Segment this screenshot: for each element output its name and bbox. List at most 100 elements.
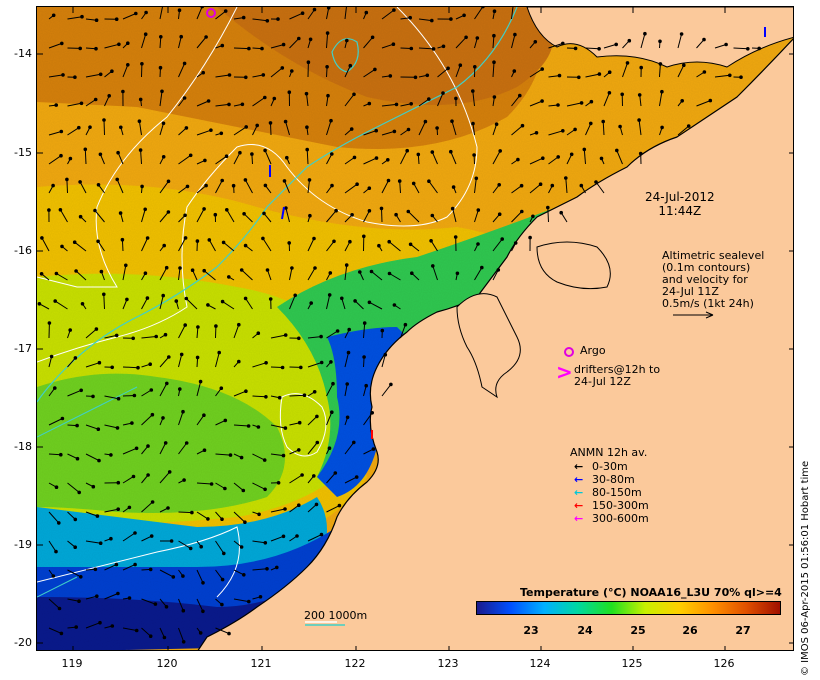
altimetry-legend: Altimetric sealevel (0.1m contours) and … — [662, 250, 764, 310]
x-tick-label: 126 — [713, 657, 735, 670]
velocity-arrow — [566, 102, 582, 107]
velocity-arrowhead — [54, 549, 58, 554]
velocity-arrow — [326, 210, 337, 223]
velocity-arrowhead — [330, 183, 334, 188]
velocity-arrow — [159, 267, 168, 281]
velocity-arrowhead — [136, 365, 140, 370]
velocity-arrow — [85, 362, 100, 368]
velocity-arrowhead — [98, 72, 103, 77]
velocity-arrowhead — [370, 411, 375, 415]
velocity-arrowhead — [73, 356, 78, 360]
velocity-arrowhead — [237, 359, 241, 364]
velocity-arrowhead — [362, 234, 366, 239]
velocity-arrowhead — [97, 458, 101, 463]
velocity-arrowhead — [409, 46, 414, 51]
velocity-arrowhead — [473, 65, 477, 69]
colorbar-label: 26 — [682, 624, 698, 637]
velocity-arrowhead — [145, 296, 150, 300]
velocity-arrowhead — [166, 506, 170, 510]
drifter-line: 24-Jul 12Z — [574, 375, 631, 388]
velocity-arrow — [226, 209, 235, 223]
velocity-arrowhead — [638, 151, 643, 156]
velocity-arrowhead — [353, 299, 357, 303]
velocity-arrowhead — [435, 126, 439, 130]
velocity-arrow — [196, 129, 212, 136]
contour-200m-seamount — [279, 393, 327, 457]
velocity-arrowhead — [577, 75, 581, 80]
velocity-arrow — [307, 9, 315, 20]
contour-200m — [37, 7, 478, 363]
velocity-arrow — [307, 416, 318, 426]
contour-1000m-eddy — [331, 38, 359, 73]
velocity-arrowhead — [637, 93, 642, 97]
velocity-arrowhead — [131, 336, 135, 341]
velocity-arrowhead — [120, 237, 125, 242]
velocity-arrowhead — [145, 236, 150, 240]
velocity-arrowhead — [247, 46, 251, 51]
velocity-arrow — [659, 63, 661, 78]
velocity-arrowhead — [582, 147, 587, 152]
velocity-arrow — [418, 98, 430, 107]
velocity-arrowhead — [481, 7, 485, 9]
velocity-arrow — [602, 121, 605, 136]
velocity-arrowhead — [348, 63, 353, 68]
velocity-arrowhead — [261, 236, 265, 241]
velocity-arrowhead — [337, 503, 342, 508]
velocity-arrow — [196, 381, 202, 397]
velocity-arrowhead — [464, 35, 468, 40]
velocity-arrowhead — [148, 634, 153, 639]
velocity-arrowhead — [65, 177, 69, 182]
velocity-arrowhead — [297, 336, 301, 341]
velocity-arrowhead — [73, 545, 78, 550]
velocity-arrow — [344, 93, 355, 107]
velocity-arrow — [116, 179, 124, 194]
velocity-arrow — [326, 330, 338, 339]
velocity-arrowhead — [297, 448, 301, 452]
velocity-arrowhead — [178, 266, 182, 270]
velocity-arrowhead — [116, 507, 120, 512]
velocity-arrow — [122, 564, 136, 571]
velocity-arrowhead — [299, 365, 303, 370]
velocity-arrow — [233, 390, 247, 397]
velocity-arrowhead — [627, 38, 632, 43]
velocity-arrow — [233, 598, 249, 603]
velocity-arrowhead — [394, 102, 399, 107]
velocity-arrows — [37, 7, 762, 644]
velocity-arrowhead — [534, 131, 539, 135]
velocity-arrowhead — [607, 91, 612, 95]
velocity-arrow — [233, 424, 249, 427]
contour-1000m-south — [37, 576, 78, 598]
velocity-arrowhead — [96, 239, 100, 244]
velocity-arrowhead — [138, 148, 143, 152]
velocity-arrowhead — [214, 324, 218, 328]
velocity-arrow — [178, 540, 191, 549]
velocity-arrow — [270, 122, 272, 136]
velocity-arrowhead — [283, 119, 288, 124]
colorbar-label: 27 — [735, 624, 751, 637]
velocity-arrowhead — [243, 178, 248, 182]
credit-text: © IMOS 06-Apr-2015 01:56:01 Hobart time — [800, 460, 811, 676]
velocity-arrowhead — [513, 241, 518, 245]
velocity-arrow — [381, 9, 395, 20]
velocity-arrow — [196, 185, 207, 194]
velocity-arrowhead — [283, 426, 288, 430]
velocity-arrow — [696, 39, 705, 49]
velocity-arrow — [603, 92, 610, 107]
anmn-legend-item: ← 150-300m — [574, 499, 649, 512]
velocity-arrowhead — [162, 243, 166, 248]
velocity-arrowhead — [114, 17, 119, 21]
velocity-arrowhead — [225, 208, 229, 212]
velocity-arrowhead — [354, 475, 359, 479]
velocity-arrowhead — [300, 11, 305, 15]
velocity-arrowhead — [391, 42, 396, 47]
velocity-arrowhead — [256, 331, 261, 336]
velocity-arrowhead — [143, 271, 148, 276]
velocity-arrowhead — [620, 92, 625, 97]
velocity-arrow — [85, 73, 101, 78]
velocity-arrowhead — [352, 440, 356, 445]
velocity-arrowhead — [78, 214, 83, 219]
velocity-arrowhead — [263, 95, 267, 100]
velocity-arrowhead — [223, 486, 227, 491]
velocity-arrowhead — [255, 123, 259, 128]
anmn-legend-item: ← 30-80m — [574, 473, 635, 486]
